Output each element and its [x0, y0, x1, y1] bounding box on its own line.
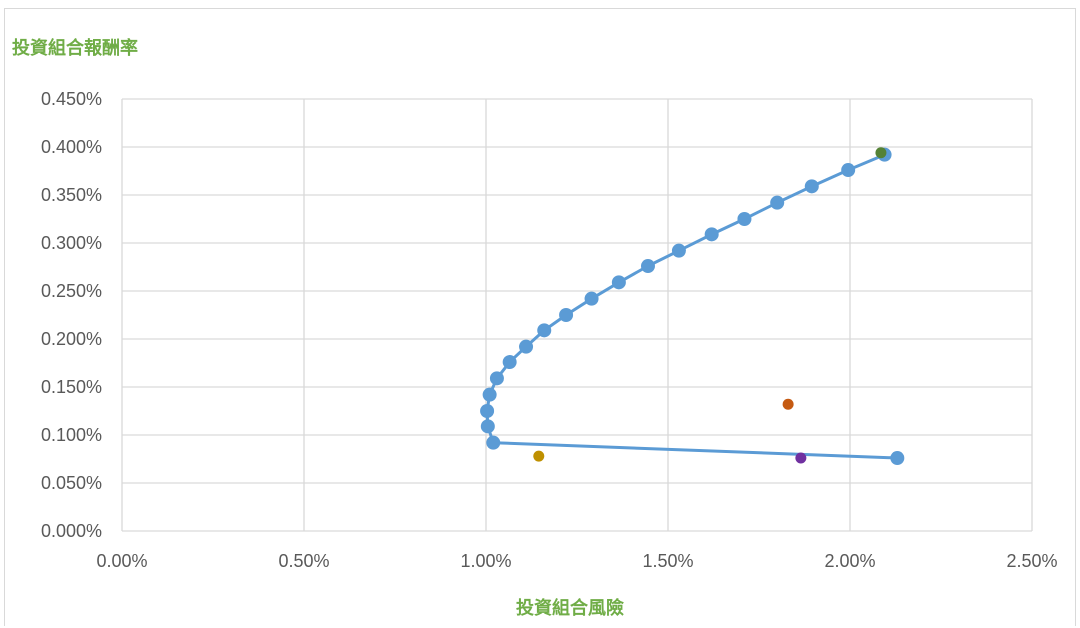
x-tick-label: 2.50% [1006, 551, 1057, 571]
frontier-line [485, 153, 898, 460]
y-tick-label: 0.300% [41, 233, 102, 253]
y-tick-label: 0.450% [41, 89, 102, 109]
frontier-point [486, 435, 501, 450]
asset-point-1 [782, 398, 794, 410]
frontier-point [502, 355, 517, 370]
frontier-point [489, 371, 504, 386]
y-tick-label: 0.050% [41, 473, 102, 493]
frontier-point [737, 212, 752, 226]
frontier-point [611, 275, 626, 290]
x-tick-label: 2.00% [824, 551, 875, 571]
x-tick-label: 1.50% [642, 551, 693, 571]
y-tick-label: 0.200% [41, 329, 102, 349]
x-tick-label: 1.00% [460, 551, 511, 571]
frontier-point [480, 404, 495, 418]
frontier-point [519, 339, 534, 354]
frontier-point [482, 387, 497, 402]
asset-point-2 [533, 450, 545, 462]
frontier-point [584, 291, 599, 306]
asset-point-4 [875, 147, 887, 159]
frontier-point [480, 419, 495, 434]
x-tick-label: 0.50% [278, 551, 329, 571]
chart-frame [4, 8, 1076, 626]
asset-point-3 [795, 452, 807, 464]
frontier-point [890, 451, 905, 466]
frontier-point [559, 308, 574, 322]
y-axis-title: 投資組合報酬率 [12, 38, 138, 59]
frontier-point [770, 195, 785, 210]
frontier-point [841, 163, 856, 178]
frontier-point [704, 227, 719, 242]
y-tick-label: 0.400% [41, 137, 102, 157]
x-axis-title: 投資組合風險 [516, 598, 624, 619]
y-tick-label: 0.250% [41, 281, 102, 301]
frontier-point [804, 179, 819, 194]
frontier-point [537, 323, 552, 338]
y-tick-label: 0.150% [41, 377, 102, 397]
y-tick-label: 0.350% [41, 185, 102, 205]
x-tick-label: 0.00% [96, 551, 147, 571]
frontier-point [640, 259, 655, 274]
frontier-point [671, 243, 686, 258]
y-tick-label: 0.100% [41, 425, 102, 445]
y-tick-label: 0.000% [41, 521, 102, 541]
